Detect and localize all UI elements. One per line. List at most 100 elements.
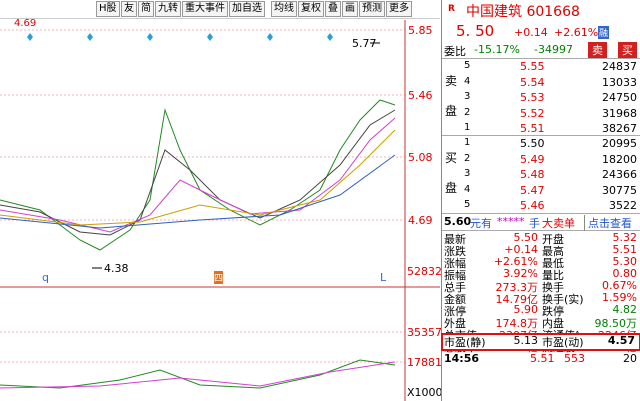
low-note: 4.38 [104,262,129,275]
level-volume: 38267 [602,122,637,135]
y-label: 5.08 [408,151,433,164]
sell-button[interactable]: 卖 [588,42,607,58]
tick-time: 14:56 [444,352,480,365]
stat-label: 换手(实) [542,293,584,306]
quote-panel: R 中国建筑 601668 5. 50 +0.14 +2.61% 融委比 -15.17% -3… [441,0,640,401]
divider [442,213,640,214]
stat-value: +0.14 [504,243,538,256]
stat-value: 273.3万 [495,281,539,294]
tick-count: 20 [623,352,637,365]
stat-label: 开盘 [542,233,564,246]
link[interactable]: 点击查看 [584,215,632,231]
level: 2 [464,106,471,118]
stat-value: 1.59% [602,291,637,304]
toolbar-button[interactable]: 叠 [325,1,341,17]
level-volume: 18200 [602,152,637,166]
vol-unit: X1000 [407,386,443,399]
ratio: -15.17% [474,43,520,56]
level-price: 5.51 [520,122,545,135]
stat-value: 5.51 [612,243,638,256]
ratio-diff: -34997 [534,43,573,56]
toolbar-button[interactable]: 均线 [271,1,297,17]
toolbar-button[interactable]: 友 [121,1,137,17]
toolbar-button[interactable]: 复权 [298,1,324,17]
ma-label: 4.69 [14,18,37,29]
toolbar-button[interactable]: 画 [342,1,358,17]
level-price: 5.55 [520,60,545,73]
level-volume: 3522 [609,199,637,212]
stat-label: 最高 [542,245,564,258]
big-order-price: 5.60 [444,215,472,228]
y-label: 4.69 [408,214,433,227]
stat-label: 涨幅 [444,257,466,270]
level: 3 [464,91,471,102]
stat-value: +2.61% [493,255,538,268]
divider [442,135,640,136]
badge: 融 [598,26,610,39]
toolbar-button[interactable]: 重大事件 [182,1,228,17]
toolbar-button[interactable]: 九转 [155,1,181,17]
side-label: 盘 [445,181,458,195]
level-volume: 24366 [602,168,637,181]
divider [442,58,640,59]
level: 1 [464,122,471,133]
stat-label: 最低 [542,257,564,270]
stat-label: 振幅 [444,269,466,282]
big-order-text: 大卖单 [542,217,575,230]
stat-label: 金额 [444,293,466,306]
big-order-text: 手 [529,217,540,230]
stat-value: 0.67% [602,279,637,292]
level: 1 [464,137,471,148]
stat-label: 总手 [444,281,466,294]
big-order-text: 元有 [470,217,492,230]
pe-label: 市盈(静) [444,336,486,349]
y-label: 5.46 [408,89,433,102]
level: 3 [464,168,471,179]
toolbar-button[interactable]: 更多 [386,1,412,17]
level: 5 [464,199,471,210]
stat-label: 涨停 [444,305,466,318]
vol-label: 35357 [407,326,442,339]
vol-label: 52832 [407,265,442,278]
stat-value: 3.92% [503,267,538,280]
stat-value: 98.50万 [594,317,638,330]
level: 4 [464,183,471,195]
stat-value: 0.80 [612,267,638,280]
stat-label: 跌停 [542,305,564,318]
level: 2 [464,152,471,164]
toolbar-button[interactable]: 加自选 [229,1,265,17]
level-price: 5.52 [520,106,545,120]
stat-label: 换手 [542,281,564,294]
stat-label: 涨跌 [444,245,466,258]
level-price: 5.50 [520,137,545,150]
tick-volume: 553 [564,352,585,365]
marker: q [42,271,49,284]
toolbar-button[interactable]: 简 [138,1,154,17]
big-order-stars: ***** [497,215,525,228]
pe-label: 市盈(动) [542,336,584,349]
stat-value: 5.30 [612,255,638,268]
toolbar-button[interactable]: H股 [96,1,120,17]
level: 4 [464,75,471,87]
buy-button[interactable]: 买 [618,42,637,58]
tick-price: 5.51 [530,352,555,365]
pe-value: 4.57 [607,334,635,347]
toolbar: H股友简九转 重大事件 加自选 均线 复权叠画预测 更多 [0,0,440,19]
stat-label: 量比 [542,269,564,282]
level: 5 [464,60,471,71]
level-price: 5.53 [520,91,545,104]
level-price: 5.49 [520,152,545,166]
level-price: 5.46 [520,199,545,212]
stat-label: 最新 [444,233,466,246]
stat-value: 4.82 [612,303,638,316]
stat-label: 外盘 [444,317,466,330]
level-volume: 20995 [602,137,637,150]
stat-value: 174.8万 [495,317,539,330]
chart-area [0,20,440,401]
high-note: 5.77 [352,37,377,50]
change: +0.14 [514,26,548,39]
side-label: 盘 [445,104,458,118]
toolbar-button[interactable]: 预测 [359,1,385,17]
marker: L [380,271,387,284]
